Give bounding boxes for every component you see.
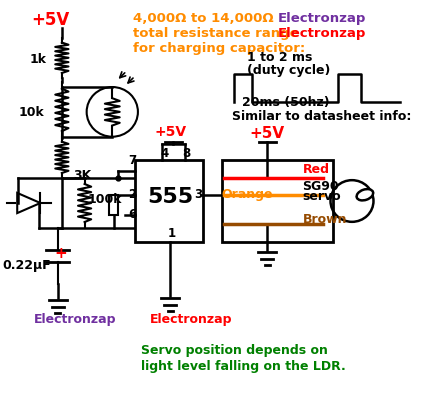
Text: 2: 2	[128, 187, 136, 200]
Text: SG90: SG90	[303, 179, 339, 192]
Text: 1: 1	[168, 227, 176, 240]
Text: +5V: +5V	[250, 126, 285, 141]
Text: 7: 7	[128, 153, 136, 166]
Text: total resistance range: total resistance range	[133, 27, 299, 40]
Text: light level falling on the LDR.: light level falling on the LDR.	[141, 358, 346, 372]
Text: 8: 8	[183, 147, 191, 160]
Text: (duty cycle): (duty cycle)	[247, 64, 330, 77]
Text: 20ms (50hz): 20ms (50hz)	[242, 96, 330, 109]
Text: 6: 6	[128, 207, 136, 220]
FancyBboxPatch shape	[109, 195, 118, 215]
Text: Brown: Brown	[303, 212, 347, 225]
Text: 1k: 1k	[29, 53, 46, 66]
Text: 1 to 2 ms: 1 to 2 ms	[247, 51, 312, 64]
Text: Similar to datasheet info:: Similar to datasheet info:	[232, 110, 412, 123]
Text: 100k: 100k	[87, 193, 122, 206]
Text: Red: Red	[303, 163, 330, 176]
Text: 4,000Ω to 14,000Ω: 4,000Ω to 14,000Ω	[133, 12, 274, 25]
Text: 555: 555	[147, 186, 193, 207]
Text: Electronzap: Electronzap	[149, 312, 232, 325]
Text: Servo position depends on: Servo position depends on	[141, 343, 328, 356]
Text: 3K: 3K	[73, 168, 91, 181]
Ellipse shape	[357, 190, 373, 201]
Text: for charging capacitor:: for charging capacitor:	[133, 42, 305, 55]
Text: +5V: +5V	[32, 11, 70, 29]
Text: 3: 3	[194, 187, 202, 200]
Text: 4: 4	[161, 147, 169, 160]
Text: Electronzap: Electronzap	[278, 12, 366, 25]
Text: Electronzap: Electronzap	[278, 27, 366, 40]
FancyBboxPatch shape	[135, 160, 203, 243]
Text: 0.22μF: 0.22μF	[3, 258, 51, 271]
FancyBboxPatch shape	[222, 160, 334, 243]
Text: servo: servo	[303, 190, 341, 203]
Text: 10k: 10k	[18, 106, 44, 119]
Text: Orange: Orange	[222, 187, 273, 200]
Text: Electronzap: Electronzap	[34, 312, 116, 325]
Text: +5V: +5V	[155, 124, 187, 138]
Text: +: +	[54, 246, 67, 261]
